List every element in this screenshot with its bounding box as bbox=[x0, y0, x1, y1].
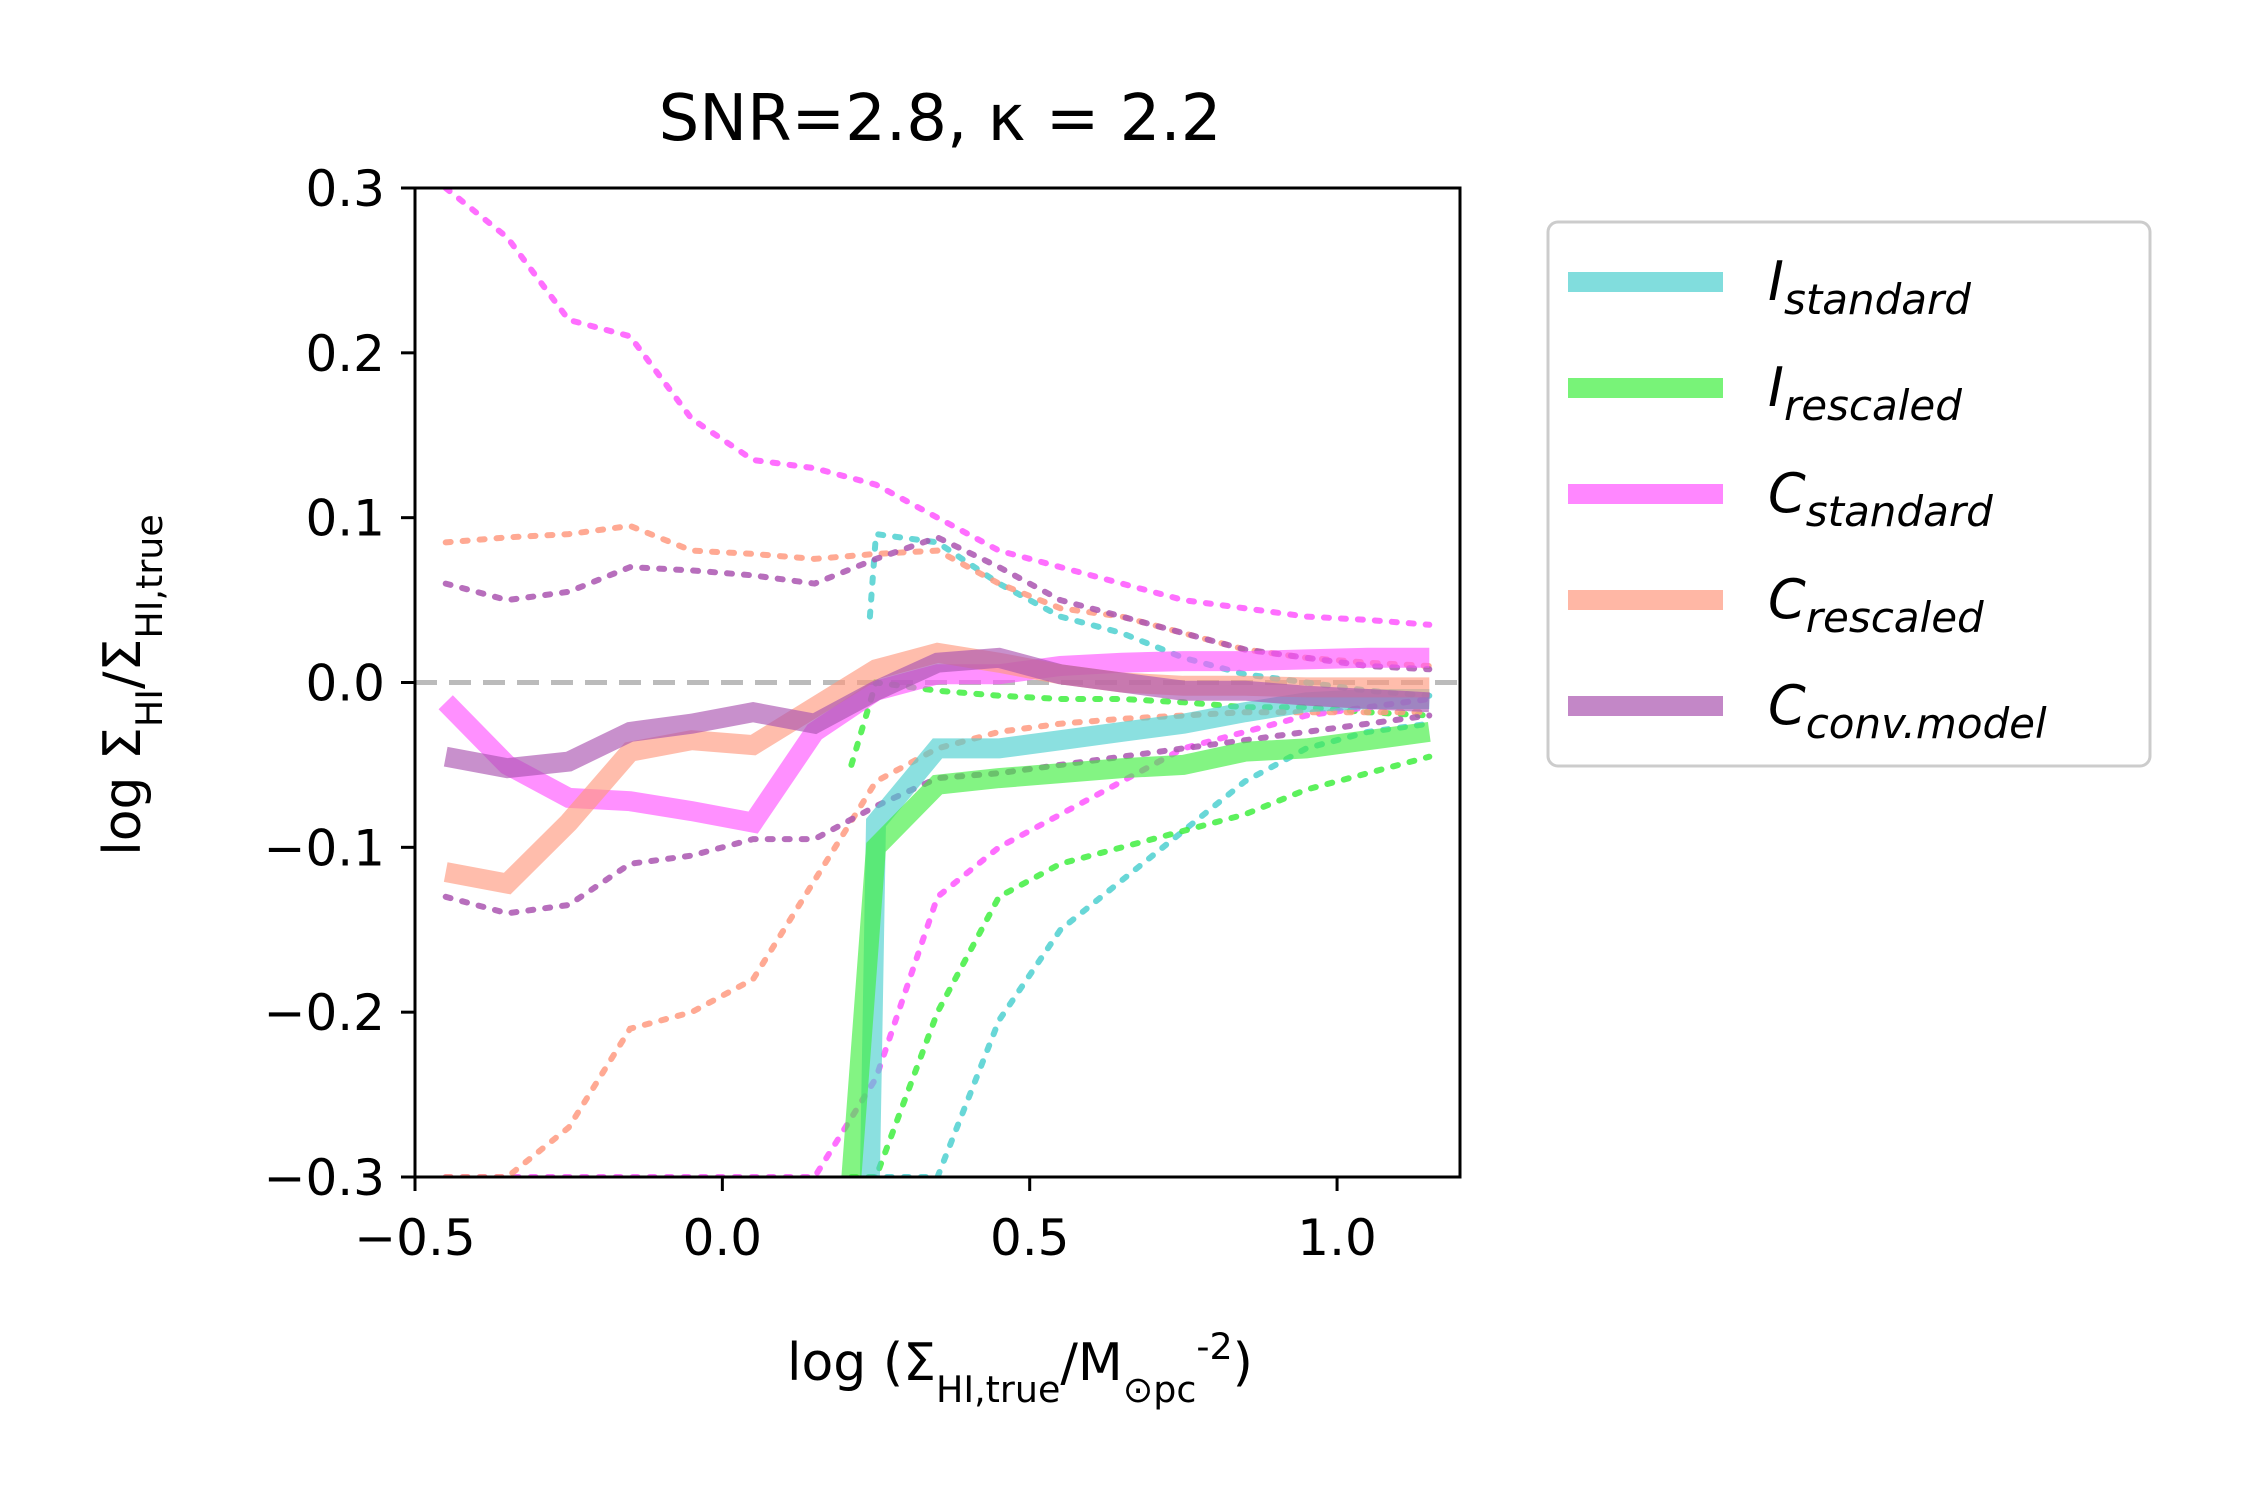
y-axis-label: log ΣHI/ΣHI,true bbox=[93, 514, 171, 856]
legend-label-c-standard: Cstandard bbox=[1768, 462, 1993, 536]
axes: −0.5 0.0 0.5 1.0 −0.3 −0.2 −0.1 0.0 0.1 0.2 0.3 bbox=[264, 160, 1462, 1267]
series-c-standard-median bbox=[438, 647, 1430, 834]
y-tick-label: 0.2 bbox=[305, 325, 385, 383]
y-tick-label: −0.1 bbox=[264, 819, 385, 877]
legend-frame bbox=[1546, 220, 2152, 768]
legend-label-i-standard: Istandard bbox=[1768, 250, 1971, 324]
series-i-rescaled-median bbox=[841, 721, 1431, 1177]
series-i-rescaled-lower bbox=[848, 753, 1433, 1177]
x-tick-label: 0.5 bbox=[990, 1209, 1070, 1267]
legend: Istandard Irescaled Cstandard Crescaled Ccon… bbox=[1546, 220, 2152, 768]
y-tick-label: −0.2 bbox=[264, 984, 385, 1042]
x-tick-label: −0.5 bbox=[354, 1209, 475, 1267]
y-tick-label: 0.1 bbox=[305, 490, 385, 548]
series-c-rescaled-upper bbox=[442, 522, 1433, 669]
x-tick-label: 1.0 bbox=[1297, 1209, 1377, 1267]
series-c-conv-model-upper bbox=[442, 534, 1433, 673]
legend-label-i-rescaled: Irescaled bbox=[1768, 356, 1962, 430]
x-tick-label: 0.0 bbox=[683, 1209, 763, 1267]
series-c-standard-upper bbox=[442, 188, 1433, 628]
y-tick-label: −0.3 bbox=[264, 1149, 385, 1207]
x-axis-label: log (ΣHI,true/M⊙pc-2) bbox=[787, 1325, 1253, 1411]
y-tick-label: 0.3 bbox=[305, 160, 385, 218]
chart-title: SNR=2.8, κ = 2.2 bbox=[659, 82, 1222, 156]
plot-area bbox=[415, 188, 1460, 1177]
series-c-conv-model-median bbox=[443, 647, 1430, 779]
legend-label-c-rescaled: Crescaled bbox=[1768, 568, 1984, 642]
series-i-standard-lower bbox=[866, 720, 1433, 1177]
legend-label-c-conv-model: Cconv.model bbox=[1768, 674, 2047, 748]
y-tick-label: 0.0 bbox=[305, 655, 385, 713]
